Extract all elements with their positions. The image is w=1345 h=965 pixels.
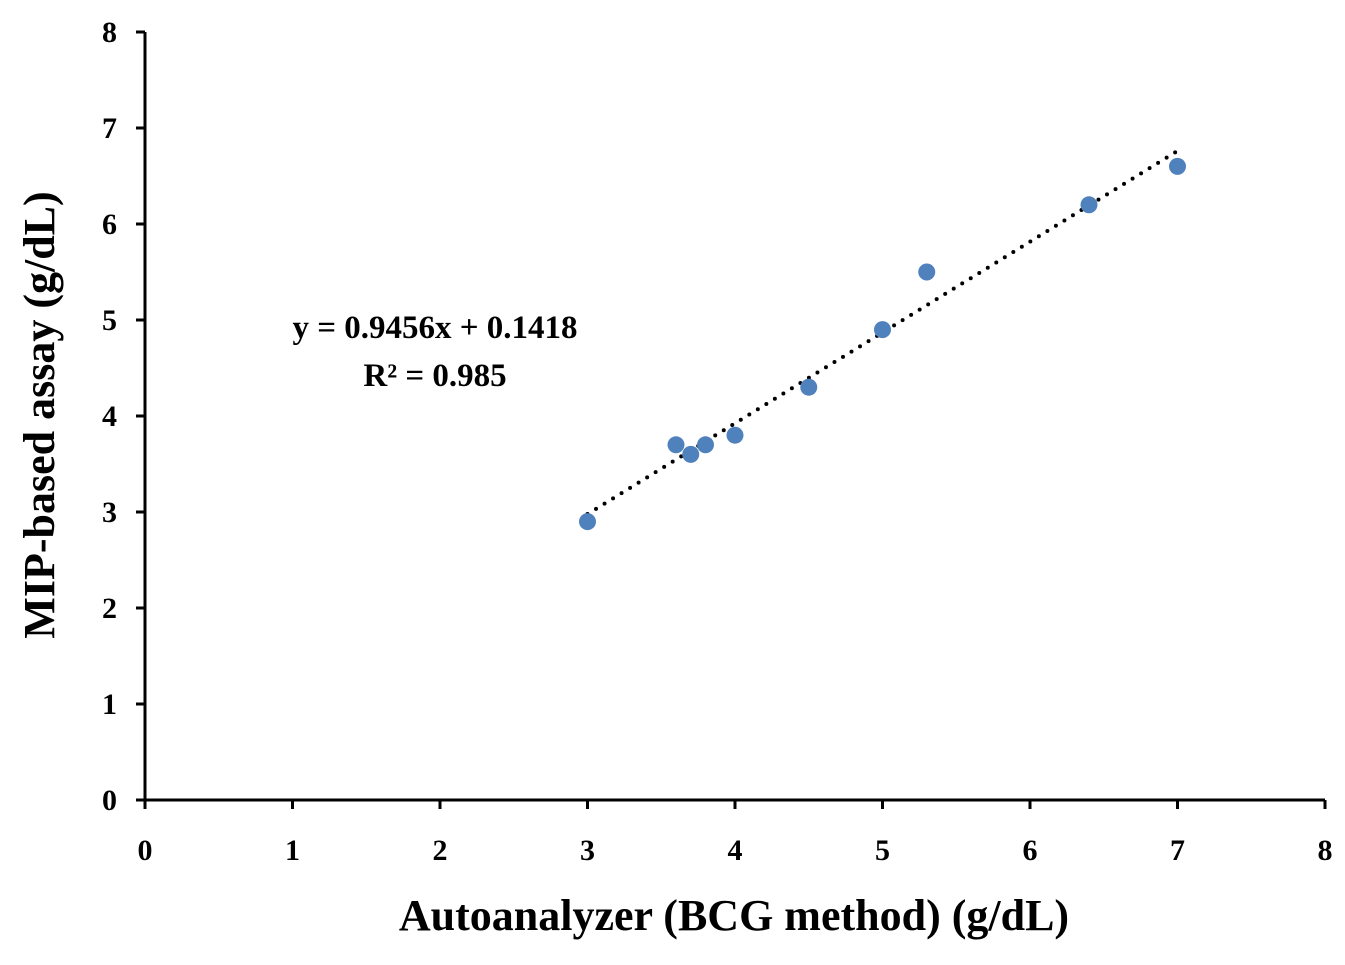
y-tick-label: 7	[102, 112, 117, 145]
data-point	[697, 436, 714, 454]
y-tick-label: 4	[102, 400, 117, 433]
data-point	[579, 513, 596, 531]
x-tick-label: 8	[1318, 834, 1333, 867]
x-tick-label: 4	[728, 834, 743, 867]
data-point	[667, 436, 685, 454]
x-tick-label: 0	[138, 834, 153, 867]
x-axis-title: Autoanalyzer (BCG method) (g/dL)	[399, 891, 1069, 940]
x-tick-label: 1	[285, 834, 300, 867]
data-point	[682, 445, 700, 463]
data-point	[726, 426, 744, 444]
y-tick-label: 2	[102, 592, 117, 625]
regression-equation: y = 0.9456x + 0.1418	[292, 310, 577, 346]
data-point	[1080, 196, 1098, 214]
x-tick-label: 5	[875, 834, 890, 867]
x-tick-label: 2	[433, 834, 448, 867]
x-tick-label: 3	[580, 834, 595, 867]
data-points	[579, 157, 1186, 531]
axes	[143, 32, 1325, 802]
data-point	[874, 321, 891, 339]
y-axis-title: MIP-based assay (g/dL)	[15, 191, 64, 638]
y-tick-label: 6	[102, 208, 117, 241]
y-tick-label: 1	[102, 688, 117, 721]
data-point	[1169, 157, 1186, 175]
ticks: 0 1 2 3 4 5 6 7 8 0 1 2 3 4 5 6 7 8	[102, 16, 1333, 867]
r-squared-label: R² = 0.985	[363, 358, 506, 394]
data-point	[800, 378, 818, 396]
y-tick-label: 0	[102, 784, 117, 817]
y-tick-label: 5	[102, 304, 117, 337]
x-tick-label: 6	[1023, 834, 1038, 867]
x-tick-label: 7	[1170, 834, 1185, 867]
y-tick-label: 3	[102, 496, 117, 529]
y-tick-label: 8	[102, 16, 117, 49]
data-point	[918, 263, 936, 281]
